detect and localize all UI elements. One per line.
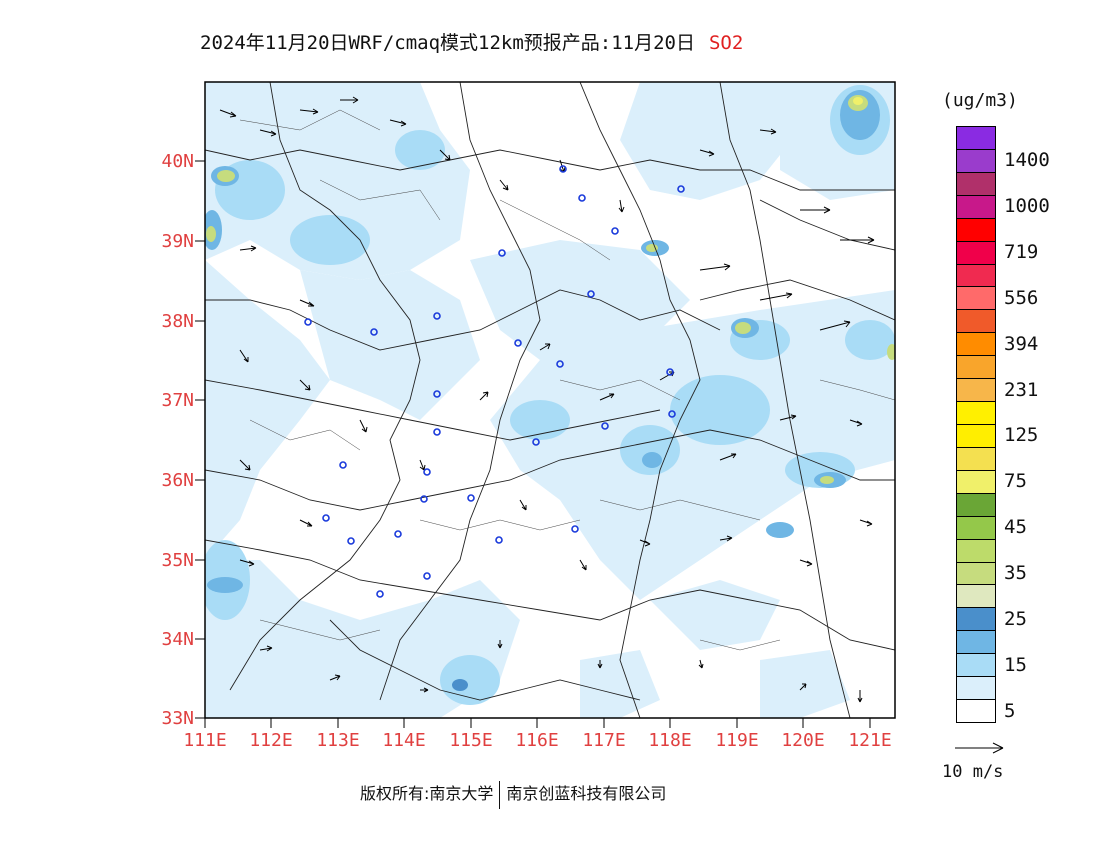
legend-swatch: [956, 699, 996, 723]
legend-level-label: 556: [1004, 286, 1039, 309]
legend-colorbar: [956, 126, 996, 723]
lon-label: 121E: [848, 730, 892, 751]
legend-swatch: [956, 126, 996, 150]
legend-swatch: [956, 217, 996, 242]
lon-label: 111E: [183, 730, 227, 751]
legend-level-label: 125: [1004, 424, 1039, 447]
lat-label: 40N: [161, 151, 194, 172]
legend-swatch: [956, 561, 996, 586]
province-boundaries: [205, 82, 895, 718]
lon-label: 115E: [449, 730, 493, 751]
lat-label: 35N: [161, 550, 194, 571]
legend-swatch: [956, 653, 996, 678]
lon-label: 117E: [582, 730, 626, 751]
lat-label: 33N: [161, 708, 194, 729]
legend-swatch: [956, 492, 996, 517]
legend-units: (ug/m3): [942, 90, 1018, 111]
lon-label: 120E: [781, 730, 825, 751]
legend-swatch: [956, 424, 996, 448]
legend-swatch: [956, 584, 996, 609]
footer-divider: [499, 780, 501, 809]
company-text: 南京创蓝科技有限公司: [506, 784, 667, 803]
legend-level-label: 45: [1004, 516, 1027, 539]
pollutant-label: SO2: [708, 32, 744, 54]
legend-swatch: [956, 240, 996, 265]
wind-reference-arrow: [955, 742, 1004, 754]
legend-swatch: [956, 538, 996, 563]
legend-swatch: [956, 401, 996, 425]
legend-swatch: [956, 263, 996, 288]
lat-label: 39N: [161, 231, 194, 252]
legend-swatch: [956, 148, 996, 173]
map-title: 2024年11月20日WRF/cmaq模式12km预报产品:11月20日 SO2: [200, 28, 743, 55]
legend-level-label: 35: [1004, 562, 1027, 584]
legend-level-label: 719: [1004, 241, 1039, 264]
legend-labels: 5 15 25 35 45 75 125 231 394 556 719 1000 1400: [1004, 126, 1084, 722]
lat-label: 36N: [161, 470, 194, 491]
lon-label: 113E: [316, 730, 360, 751]
legend-level-label: 5: [1004, 699, 1016, 722]
legend-swatch: [956, 469, 996, 494]
legend-swatch: [956, 332, 996, 357]
legend-swatch: [956, 515, 996, 540]
legend-level-label: 1000: [1004, 195, 1050, 218]
concentration-field: [205, 82, 895, 718]
axis-ticks: [195, 160, 871, 728]
legend-level-label: 231: [1004, 378, 1039, 401]
city-markers: [304, 165, 685, 598]
legend-level-label: 75: [1004, 470, 1027, 493]
legend-swatch: [956, 286, 996, 311]
legend-swatch: [956, 446, 996, 471]
legend-swatch: [956, 630, 996, 655]
title-text: 2024年11月20日WRF/cmaq模式12km预报产品:11月20日: [200, 32, 695, 54]
legend-swatch: [956, 355, 996, 380]
legend-level-label: 394: [1004, 332, 1039, 355]
legend-level-label: 15: [1004, 653, 1027, 676]
legend-swatch: [956, 309, 996, 334]
legend-swatch: [956, 607, 996, 632]
lon-label: 114E: [382, 730, 426, 751]
copyright-footer: 版权所有:南京大学 南京创蓝科技有限公司: [360, 780, 666, 809]
legend-level-label: 1400: [1004, 149, 1050, 172]
lat-label: 37N: [161, 390, 194, 411]
legend-swatch: [956, 676, 996, 701]
copyright-text: 版权所有:南京大学: [360, 784, 494, 803]
wind-reference-label: 10 m/s: [942, 762, 1004, 782]
lat-label: 34N: [161, 629, 194, 650]
legend-swatch: [956, 194, 996, 219]
lon-label: 119E: [715, 730, 759, 751]
legend-swatch: [956, 378, 996, 403]
lon-label: 118E: [648, 730, 692, 751]
legend-level-label: 25: [1004, 607, 1027, 630]
lon-label: 112E: [249, 730, 293, 751]
lat-label: 38N: [161, 311, 194, 332]
legend-swatch: [956, 171, 996, 196]
lon-label: 116E: [515, 730, 559, 751]
